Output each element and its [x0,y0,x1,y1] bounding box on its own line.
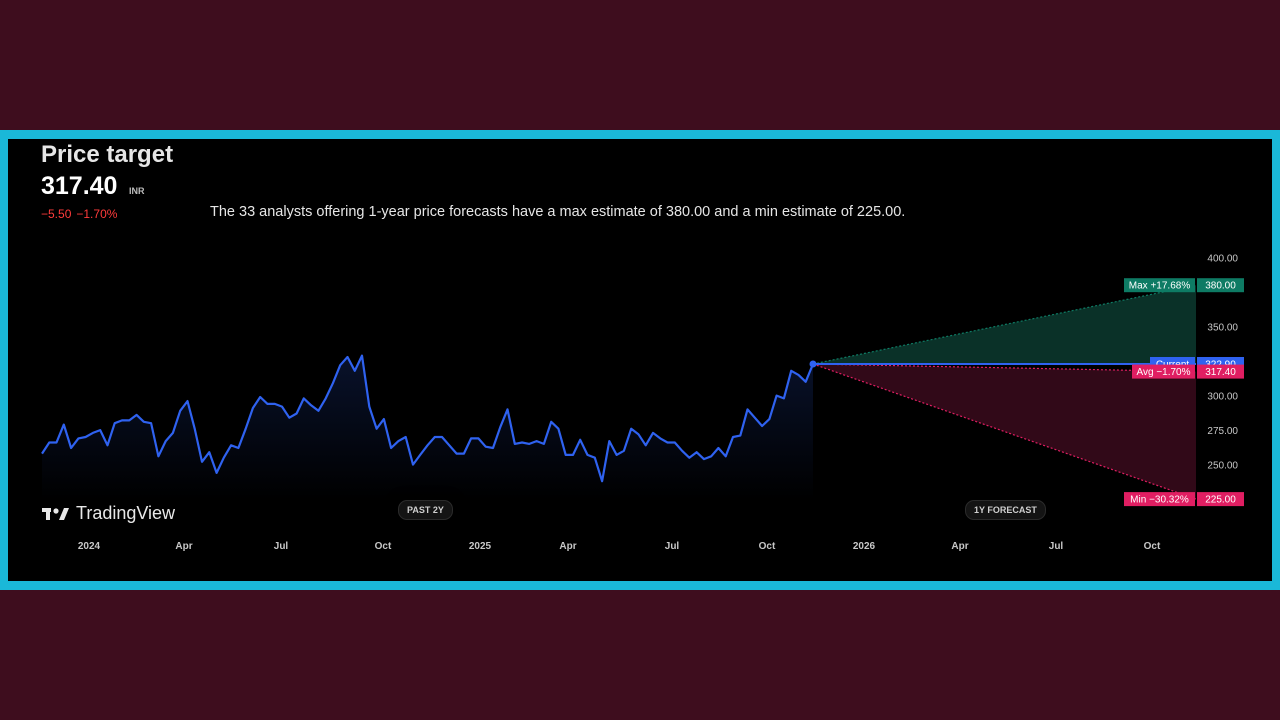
x-tick-label: Oct [759,541,776,552]
forecast-tags: Max +17.68%380.00Current322.90Avg −1.70%… [1124,278,1244,507]
price-change-pct: −1.70% [76,207,118,221]
y-tick-label: 250.00 [1207,461,1238,472]
max-tag-value-bg [1197,278,1244,293]
min-tag-label: Min −30.32% [1130,495,1189,506]
currency-label: INR [129,186,145,196]
y-tick-label: 350.00 [1207,323,1238,334]
min-tag-label-bg [1124,492,1195,507]
x-tick-label: Jul [274,541,289,552]
avg-tag-label: Avg −1.70% [1136,367,1190,378]
past-2y-pill[interactable]: PAST 2Y [398,500,453,520]
page-title: Price target [41,141,174,168]
max-tag-label: Max +17.68% [1129,281,1191,292]
x-tick-label: 2026 [853,541,876,552]
forecast-1y-pill[interactable]: 1Y FORECAST [965,500,1046,520]
avg-tag-value: 317.40 [1205,367,1236,378]
avg-tag-value-bg [1197,364,1244,379]
x-tick-label: 2024 [78,541,101,552]
current-price: 317.40 [41,172,118,200]
x-tick-label: Apr [175,541,192,552]
y-tick-label: 300.00 [1207,392,1238,403]
tradingview-logo[interactable]: TradingView [42,503,175,524]
max-tag-label-bg [1124,278,1195,293]
avg-tag-label-bg [1132,364,1195,379]
x-axis: 2024 Apr Jul Oct 2025 Apr Jul Oct 2026 Apr Jul Oct [78,541,1161,552]
current-price-point [809,360,817,368]
price-history-line [41,354,815,483]
tradingview-logo-text: TradingView [76,503,176,523]
max-tag-value: 380.00 [1205,281,1236,292]
x-tick-label: Jul [665,541,680,552]
y-tick-label: 400.00 [1207,254,1238,265]
price-change-abs: −5.50 [41,207,72,221]
x-tick-label: Apr [951,541,968,552]
price-history-area [42,355,813,500]
y-axis: 400.00 350.00 300.00 275.00 250.00 [1207,254,1238,472]
forecast-max-line [812,284,1197,365]
tradingview-logo-icon [42,507,69,520]
x-tick-label: Oct [1144,541,1161,552]
x-tick-label: 2025 [469,541,492,552]
min-tag-value: 225.00 [1205,495,1236,506]
x-tick-label: Apr [559,541,576,552]
x-tick-label: Oct [375,541,392,552]
x-tick-label: Jul [1049,541,1064,552]
min-tag-value-bg [1197,492,1244,507]
forecast-description: The 33 analysts offering 1-year price fo… [210,204,906,220]
price-change: −5.50 −1.70% [41,207,122,221]
y-tick-label: 275.00 [1207,426,1238,437]
